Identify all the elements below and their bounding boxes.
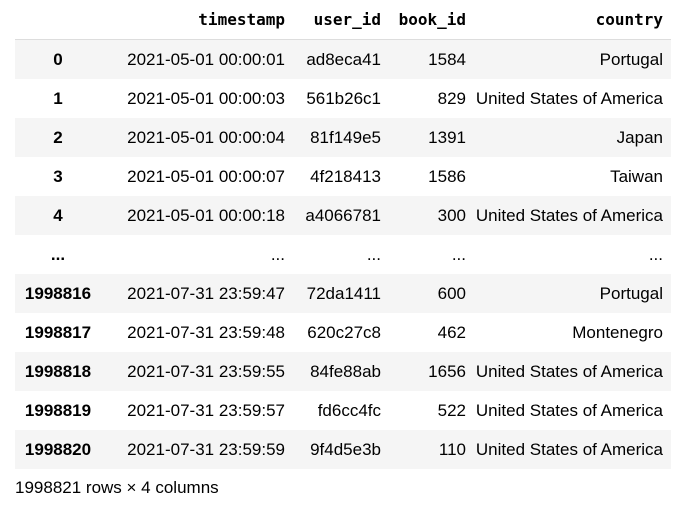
cell-book-id: 829 [437,88,466,108]
cell-timestamp: 2021-05-01 00:00:01 [127,49,285,69]
table-header: timestamp user_id book_id country [15,0,671,40]
cell-country: Portugal [599,49,663,69]
cell-book-id: 1391 [428,127,466,147]
column-header-book-id: book_id [389,0,474,40]
cell-timestamp: 2021-05-01 00:00:18 [127,205,285,225]
dataframe-output: timestamp user_id book_id country 0 2021… [15,0,671,469]
cell-user-id: 620c27c8 [307,322,381,342]
row-index: 1998817 [24,322,92,342]
cell-timestamp: 2021-07-31 23:59:47 [127,283,285,303]
cell-country: Portugal [599,283,663,303]
cell-timestamp: 2021-05-01 00:00:03 [127,88,285,108]
cell-book-id: 600 [437,283,466,303]
cell-book-id: ... [451,244,466,264]
row-index: ... [50,244,66,264]
table-row: 1998818 2021-07-31 23:59:55 84fe88ab 165… [15,352,671,391]
cell-country: Montenegro [572,322,663,342]
cell-timestamp: ... [270,244,285,264]
cell-timestamp: 2021-05-01 00:00:07 [127,166,285,186]
header-row: timestamp user_id book_id country [15,0,671,40]
row-index: 2 [53,127,63,147]
cell-book-id: 462 [437,322,466,342]
table-row: 1998820 2021-07-31 23:59:59 9f4d5e3b 110… [15,430,671,469]
cell-user-id: 9f4d5e3b [310,439,381,459]
cell-country: United States of America [475,439,663,459]
cell-user-id: 4f218413 [310,166,381,186]
cell-country: Japan [616,127,663,147]
cell-user-id: fd6cc4fc [317,400,381,420]
dataframe-table: timestamp user_id book_id country 0 2021… [15,0,671,469]
cell-user-id: ... [366,244,381,264]
row-index: 3 [53,166,63,186]
cell-user-id: 72da1411 [306,283,381,303]
cell-timestamp: 2021-07-31 23:59:48 [127,322,285,342]
cell-book-id: 1584 [428,49,466,69]
row-index: 1 [53,88,63,108]
cell-timestamp: 2021-07-31 23:59:57 [127,400,285,420]
cell-country: United States of America [475,205,663,225]
row-index: 1998816 [24,283,92,303]
cell-timestamp: 2021-07-31 23:59:55 [127,361,285,381]
cell-book-id: 522 [437,400,466,420]
cell-country: United States of America [475,400,663,420]
cell-timestamp: 2021-05-01 00:00:04 [127,127,285,147]
cell-timestamp: 2021-07-31 23:59:59 [127,439,285,459]
row-index: 1998820 [24,439,92,459]
column-header-user-id: user_id [293,0,389,40]
cell-book-id: 300 [437,205,466,225]
table-row: 1998819 2021-07-31 23:59:57 fd6cc4fc 522… [15,391,671,430]
cell-user-id: ad8eca41 [306,49,381,69]
cell-book-id: 1656 [428,361,466,381]
row-index: 4 [53,205,63,225]
dataframe-shape-text: 1998821 rows × 4 columns [15,478,219,497]
row-index: 1998818 [24,361,92,381]
table-row: 1998817 2021-07-31 23:59:48 620c27c8 462… [15,313,671,352]
ellipsis-row: ... ... ... ... ... [15,235,671,274]
row-index: 0 [53,49,63,69]
cell-user-id: 561b26c1 [306,88,381,108]
cell-country: United States of America [475,361,663,381]
cell-user-id: 81f149e5 [310,127,381,147]
table-row: 4 2021-05-01 00:00:18 a4066781 300 Unite… [15,196,671,235]
cell-country: Taiwan [610,166,663,186]
cell-user-id: 84fe88ab [310,361,381,381]
table-row: 2 2021-05-01 00:00:04 81f149e5 1391 Japa… [15,118,671,157]
cell-country: United States of America [475,88,663,108]
table-row: 1 2021-05-01 00:00:03 561b26c1 829 Unite… [15,79,671,118]
table-row: 0 2021-05-01 00:00:01 ad8eca41 1584 Port… [15,39,671,79]
column-header-country: country [474,0,671,40]
table-body: 0 2021-05-01 00:00:01 ad8eca41 1584 Port… [15,39,671,469]
table-row: 3 2021-05-01 00:00:07 4f218413 1586 Taiw… [15,157,671,196]
cell-user-id: a4066781 [305,205,381,225]
cell-country: ... [648,244,663,264]
column-header-timestamp: timestamp [101,0,293,40]
table-row: 1998816 2021-07-31 23:59:47 72da1411 600… [15,274,671,313]
cell-book-id: 110 [438,439,466,459]
cell-book-id: 1586 [428,166,466,186]
row-index: 1998819 [24,400,92,420]
index-header [15,0,101,40]
